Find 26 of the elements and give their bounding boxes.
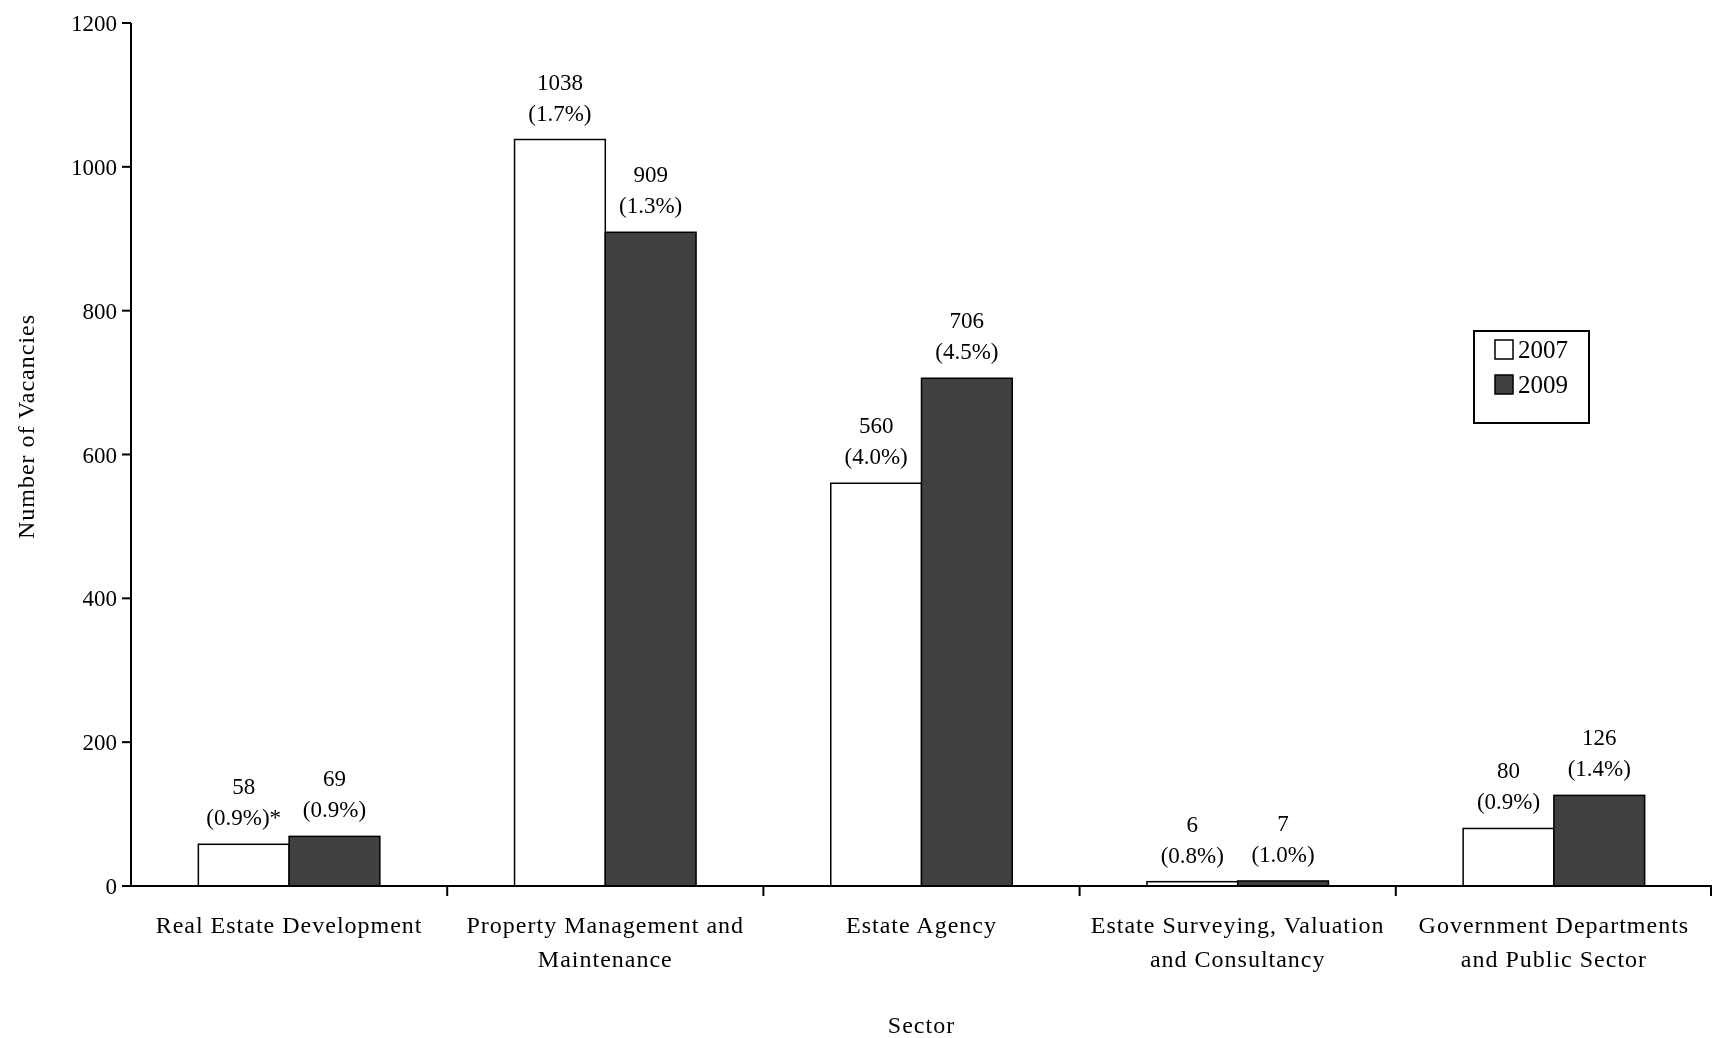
x-tick-label: Real Estate Development bbox=[155, 912, 423, 938]
legend-label: 2009 bbox=[1518, 370, 1568, 398]
data-label: 706 (4.5%) bbox=[935, 308, 999, 365]
x-axis-title: Sector bbox=[887, 1012, 956, 1038]
y-axis-title: Number of Vacancies bbox=[13, 313, 39, 540]
data-label: 909 (1.3%) bbox=[619, 162, 683, 219]
x-tick-label: Government Departments and Public Sector bbox=[1418, 912, 1690, 972]
legend-label: 2007 bbox=[1518, 335, 1568, 363]
data-label: 58 (0.9%)* bbox=[206, 774, 282, 831]
y-tick-label: 0 bbox=[105, 874, 117, 900]
y-tick-label: 600 bbox=[82, 442, 117, 468]
x-tick-label: Estate Agency bbox=[846, 912, 997, 938]
data-label: 69 (0.9%) bbox=[302, 766, 367, 823]
y-tick-label: 1000 bbox=[71, 154, 117, 180]
data-label: 126 (1.4%) bbox=[1567, 725, 1631, 782]
data-label: 560 (4.0%) bbox=[844, 413, 908, 470]
y-tick-label: 400 bbox=[82, 586, 117, 612]
x-tick-label: Estate Surveying, Valuation and Consultancy bbox=[1090, 912, 1385, 972]
data-label: 6 (0.8%) bbox=[1160, 811, 1224, 868]
data-label: 80 (0.9%) bbox=[1476, 758, 1541, 815]
data-label: 7 (1.0%) bbox=[1251, 810, 1315, 867]
y-tick-label: 800 bbox=[82, 298, 117, 324]
data-label: 1038 (1.7%) bbox=[528, 69, 592, 126]
y-tick-label: 1200 bbox=[71, 11, 117, 37]
x-tick-label: Property Management and Maintenance bbox=[466, 912, 745, 972]
y-tick-label: 200 bbox=[82, 730, 117, 756]
